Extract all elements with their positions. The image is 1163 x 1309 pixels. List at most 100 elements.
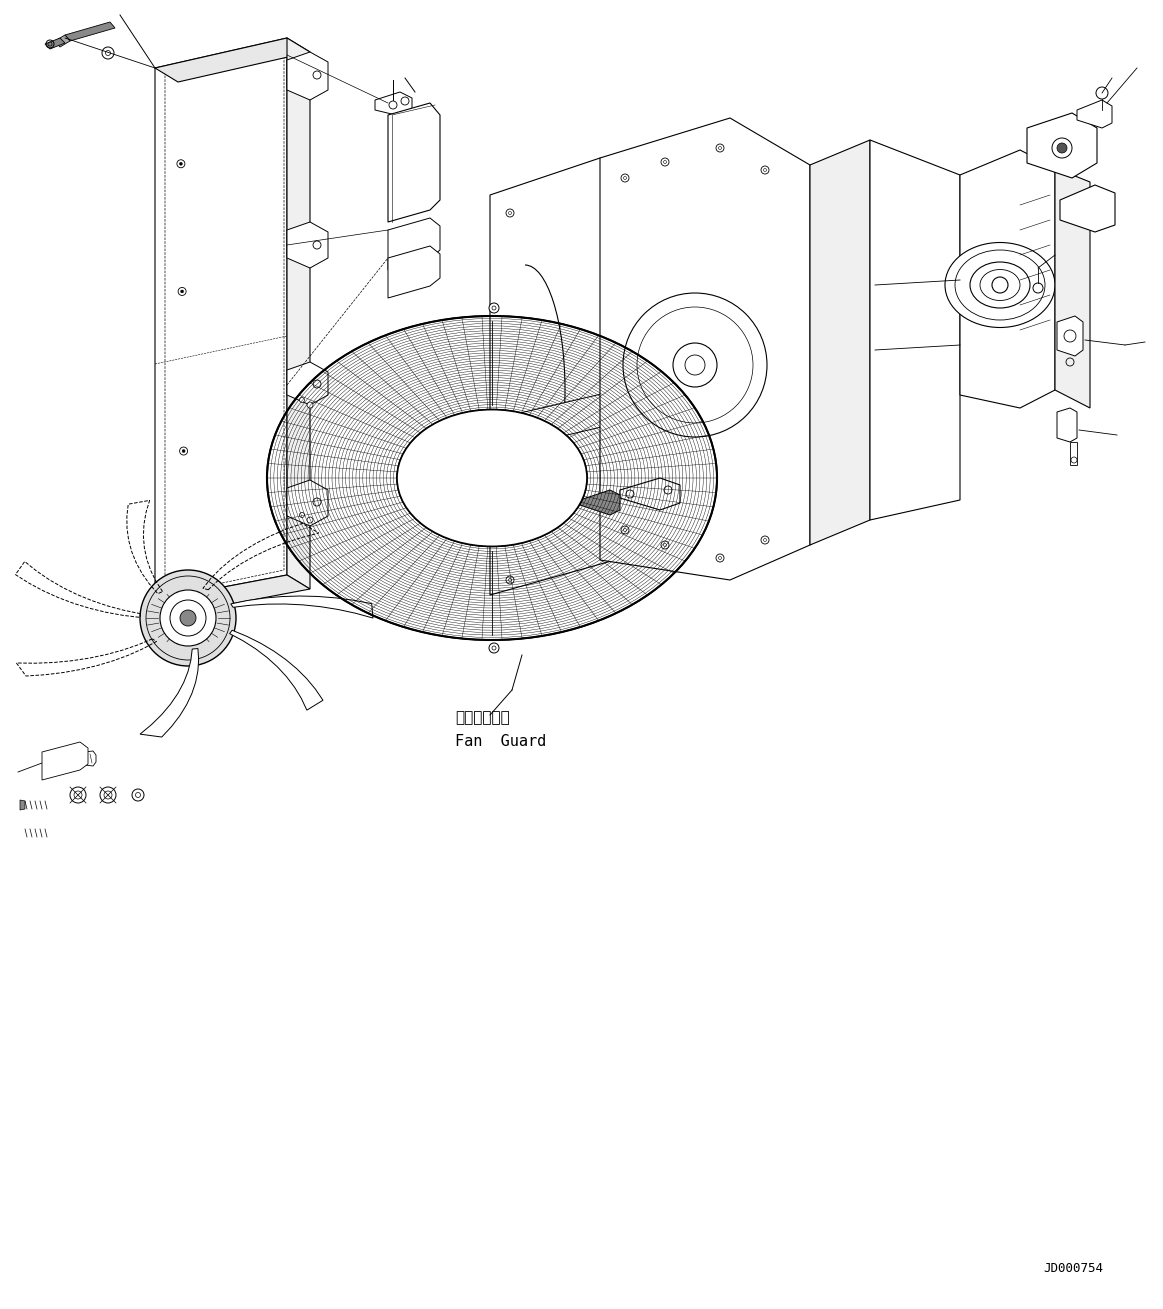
Circle shape: [508, 212, 512, 215]
Circle shape: [102, 47, 114, 59]
Polygon shape: [600, 118, 809, 580]
Circle shape: [300, 513, 305, 517]
Circle shape: [506, 209, 514, 217]
Circle shape: [716, 554, 725, 562]
Polygon shape: [809, 140, 870, 545]
Circle shape: [388, 101, 397, 109]
Polygon shape: [287, 480, 328, 526]
Polygon shape: [1055, 168, 1090, 408]
Polygon shape: [229, 630, 323, 711]
Polygon shape: [620, 478, 680, 511]
Ellipse shape: [397, 410, 587, 546]
Polygon shape: [67, 751, 97, 766]
Polygon shape: [155, 575, 311, 614]
Circle shape: [70, 787, 86, 802]
Circle shape: [100, 787, 116, 802]
Polygon shape: [1077, 99, 1112, 128]
Polygon shape: [388, 246, 440, 298]
Circle shape: [1064, 330, 1076, 342]
Polygon shape: [374, 92, 412, 117]
Circle shape: [719, 147, 721, 149]
Polygon shape: [1057, 315, 1083, 356]
Circle shape: [140, 569, 236, 666]
Circle shape: [178, 288, 186, 296]
Circle shape: [992, 278, 1008, 293]
Circle shape: [501, 435, 505, 439]
Circle shape: [719, 556, 721, 559]
Circle shape: [131, 789, 144, 801]
Circle shape: [180, 289, 184, 293]
Circle shape: [673, 343, 718, 387]
Circle shape: [664, 161, 666, 164]
Polygon shape: [230, 596, 373, 618]
Polygon shape: [287, 52, 328, 99]
Polygon shape: [20, 800, 24, 810]
Polygon shape: [140, 648, 199, 737]
Polygon shape: [1027, 113, 1097, 178]
Circle shape: [1057, 143, 1066, 153]
Circle shape: [313, 241, 321, 249]
Circle shape: [313, 71, 321, 79]
Circle shape: [307, 517, 313, 524]
Ellipse shape: [970, 262, 1030, 308]
Polygon shape: [45, 38, 65, 48]
Circle shape: [501, 486, 505, 490]
Text: JD000754: JD000754: [1043, 1262, 1103, 1275]
Circle shape: [313, 380, 321, 387]
Polygon shape: [53, 751, 67, 766]
Circle shape: [498, 482, 508, 492]
Polygon shape: [388, 103, 440, 223]
Circle shape: [621, 174, 629, 182]
Polygon shape: [490, 158, 615, 596]
Circle shape: [1071, 457, 1077, 463]
Circle shape: [661, 541, 669, 548]
Circle shape: [763, 538, 766, 542]
Polygon shape: [561, 496, 580, 505]
Circle shape: [1053, 137, 1072, 158]
Polygon shape: [155, 38, 287, 600]
Circle shape: [761, 535, 769, 545]
Polygon shape: [42, 742, 88, 780]
Polygon shape: [1070, 442, 1077, 465]
Polygon shape: [959, 151, 1055, 408]
Circle shape: [763, 169, 766, 171]
Text: ファンガード: ファンガード: [455, 711, 509, 725]
Circle shape: [508, 579, 512, 581]
Circle shape: [307, 402, 313, 408]
Polygon shape: [388, 219, 440, 270]
Circle shape: [716, 144, 725, 152]
Circle shape: [170, 600, 206, 636]
Circle shape: [300, 398, 305, 402]
Circle shape: [621, 526, 629, 534]
Circle shape: [179, 448, 187, 456]
Polygon shape: [287, 363, 328, 404]
Polygon shape: [870, 140, 959, 520]
Polygon shape: [580, 490, 620, 514]
Polygon shape: [287, 223, 328, 268]
Circle shape: [761, 166, 769, 174]
Circle shape: [623, 293, 768, 437]
Polygon shape: [490, 391, 620, 453]
Circle shape: [401, 97, 409, 105]
Circle shape: [488, 302, 499, 313]
Circle shape: [664, 486, 672, 493]
Ellipse shape: [397, 410, 587, 546]
Text: Fan  Guard: Fan Guard: [455, 734, 547, 750]
Circle shape: [661, 158, 669, 166]
Circle shape: [623, 529, 627, 531]
Polygon shape: [55, 35, 70, 47]
Polygon shape: [287, 38, 311, 589]
Polygon shape: [65, 22, 115, 41]
Polygon shape: [155, 38, 311, 82]
Circle shape: [313, 497, 321, 507]
Circle shape: [180, 610, 197, 626]
Circle shape: [160, 590, 216, 647]
Circle shape: [177, 160, 185, 168]
Circle shape: [498, 432, 508, 442]
Polygon shape: [1057, 408, 1077, 442]
Polygon shape: [1059, 185, 1115, 232]
Circle shape: [488, 643, 499, 653]
Circle shape: [626, 490, 634, 497]
Circle shape: [506, 576, 514, 584]
Circle shape: [183, 449, 185, 453]
